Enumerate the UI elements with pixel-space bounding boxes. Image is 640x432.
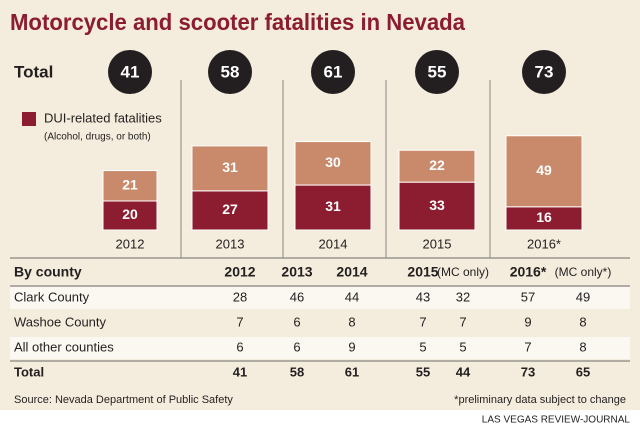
table-cell: 6	[293, 339, 300, 354]
total-label: 61	[324, 62, 343, 81]
value-label: 20	[122, 206, 138, 222]
table-cell: 28	[233, 289, 247, 304]
value-label: 30	[325, 154, 341, 170]
table-cell: 8	[579, 314, 586, 329]
table-cell: 46	[290, 289, 304, 304]
table-cell: Washoe County	[14, 314, 107, 329]
bar-segment	[294, 184, 372, 231]
value-label: 22	[429, 157, 445, 173]
x-tick-label: 2012	[116, 236, 145, 251]
table-cell: 8	[348, 314, 355, 329]
total-label: 58	[221, 62, 240, 81]
total-circle	[522, 50, 566, 94]
value-label: 31	[325, 198, 341, 214]
table-cell: 5	[419, 339, 426, 354]
table-cell: 57	[521, 289, 535, 304]
table-cell: Total	[14, 364, 44, 379]
row-band	[10, 287, 630, 309]
value-label: 16	[536, 209, 552, 225]
table-cell: 32	[456, 289, 470, 304]
legend-swatch	[22, 112, 36, 126]
table-cell: 5	[459, 339, 466, 354]
table-header: 2014	[336, 264, 367, 280]
legend-label: DUI-related fatalities	[44, 110, 162, 125]
value-label: 21	[122, 176, 138, 192]
table-cell: All other counties	[14, 339, 114, 354]
value-label: 27	[222, 201, 238, 217]
table-cell: 61	[345, 364, 359, 379]
table-header: (MC only)	[437, 265, 489, 279]
table-header: By county	[14, 264, 82, 280]
x-tick-label: 2016*	[527, 236, 561, 251]
table-cell: 58	[290, 364, 304, 379]
table-cell: 7	[459, 314, 466, 329]
x-tick-label: 2015	[423, 236, 452, 251]
table-cell: 44	[456, 364, 471, 379]
total-circle	[208, 50, 252, 94]
total-circle	[108, 50, 152, 94]
table-header: 2012	[224, 264, 255, 280]
chart-title: Motorcycle and scooter fatalities in Nev…	[10, 9, 465, 35]
bar-segment	[398, 181, 476, 231]
table-cell: 65	[576, 364, 590, 379]
table-header: (MC only*)	[555, 265, 612, 279]
table-cell: 9	[524, 314, 531, 329]
x-tick-label: 2014	[319, 236, 348, 251]
total-label: 41	[121, 62, 140, 81]
table-header: 2016*	[510, 264, 547, 280]
total-circle	[415, 50, 459, 94]
row-band	[10, 337, 630, 359]
source: Source: Nevada Department of Public Safe…	[14, 394, 233, 406]
table-cell: 7	[419, 314, 426, 329]
table-cell: 8	[579, 339, 586, 354]
table-cell: 6	[236, 339, 243, 354]
total-label: 55	[428, 62, 447, 81]
bar-segment	[102, 170, 158, 202]
table-cell: 6	[293, 314, 300, 329]
table-cell: 49	[576, 289, 590, 304]
totals-label: Total	[14, 62, 53, 81]
table-cell: 41	[233, 364, 247, 379]
value-label: 49	[536, 162, 552, 178]
table-header: 2013	[281, 264, 312, 280]
table-cell: Clark County	[14, 289, 90, 304]
table-header: 2015	[407, 264, 438, 280]
bar-segment	[191, 145, 269, 192]
value-label: 31	[222, 159, 238, 175]
credit: LAS VEGAS REVIEW-JOURNAL	[482, 415, 631, 426]
bar-segment	[398, 149, 476, 183]
table-cell: 43	[416, 289, 430, 304]
table-cell: 73	[521, 364, 535, 379]
bar-segment	[505, 135, 583, 208]
value-label: 33	[429, 197, 445, 213]
table-cell: 44	[345, 289, 359, 304]
bar-segment	[294, 141, 372, 186]
total-circle	[311, 50, 355, 94]
table-cell: 7	[524, 339, 531, 354]
table-cell: 9	[348, 339, 355, 354]
footnote: *preliminary data subject to change	[454, 394, 626, 406]
table-cell: 7	[236, 314, 243, 329]
total-label: 73	[535, 62, 554, 81]
table-cell: 55	[416, 364, 430, 379]
legend-note: (Alcohol, drugs, or both)	[44, 132, 151, 143]
bar-segment	[191, 190, 269, 231]
x-tick-label: 2013	[216, 236, 245, 251]
